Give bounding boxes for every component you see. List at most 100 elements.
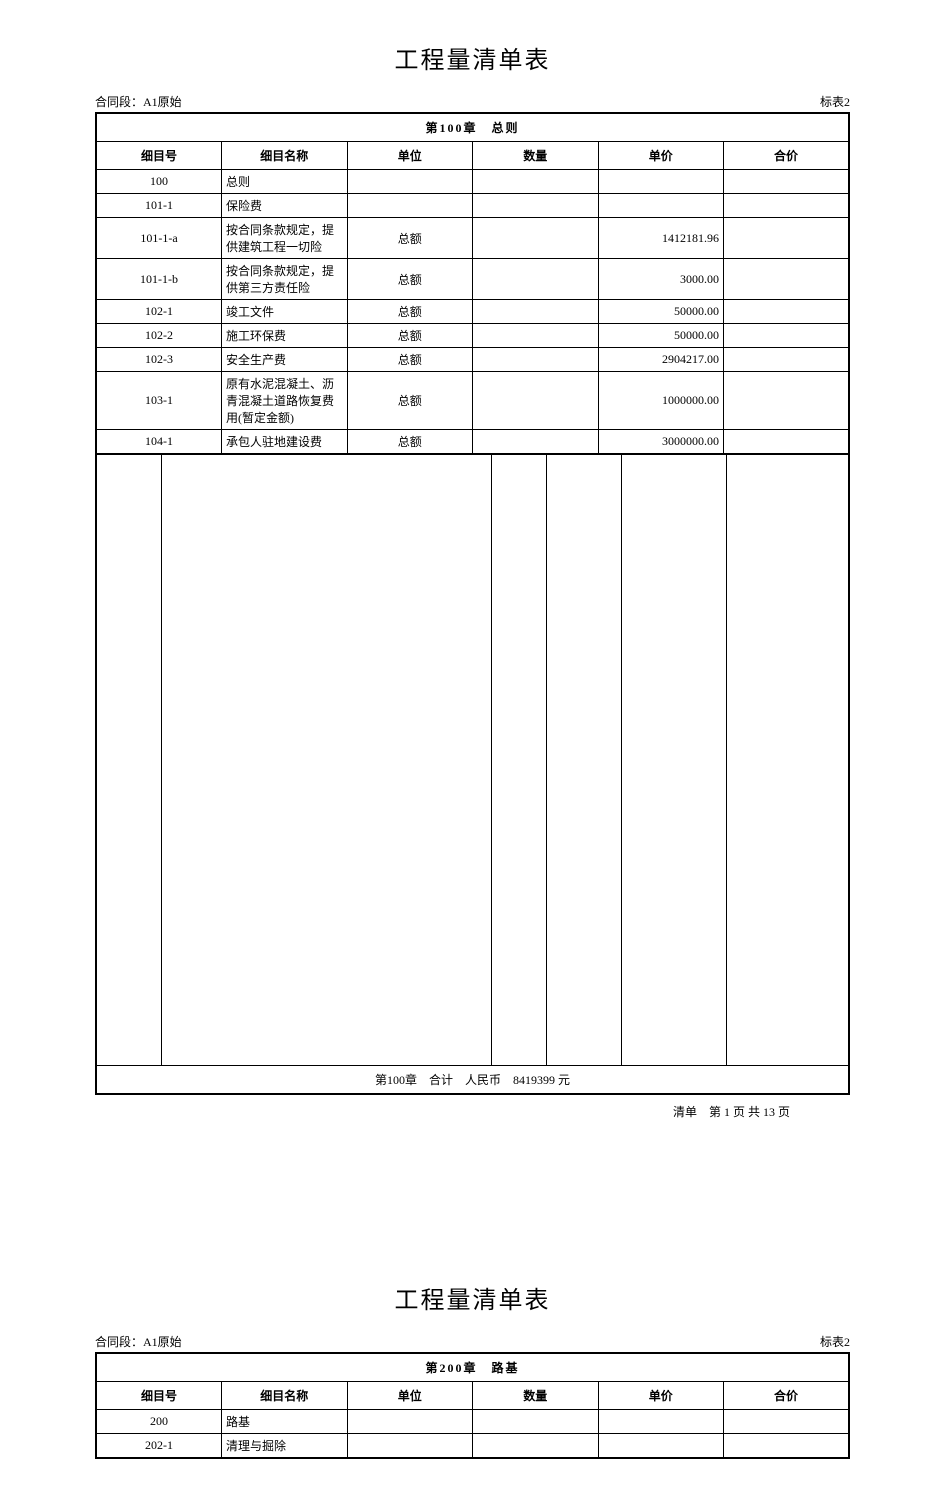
table-row: 101-1-b按合同条款规定，提供第三方责任险总额3000.00 [96, 259, 849, 300]
document-title-2: 工程量清单表 [95, 1280, 850, 1315]
cell-price: 1000000.00 [598, 372, 724, 430]
table-body-2: 200路基202-1清理与掘除 [96, 1410, 849, 1459]
table-label: 标表2 [820, 93, 850, 110]
cell-id: 200 [96, 1410, 222, 1434]
cell-qty [473, 259, 599, 300]
cell-price: 50000.00 [598, 324, 724, 348]
chapter-summary: 第100章 合计 人民币 8419399 元 [97, 1065, 848, 1093]
cell-qty [473, 372, 599, 430]
cell-price [598, 1410, 724, 1434]
cell-name: 路基 [222, 1410, 348, 1434]
cell-total [724, 194, 850, 218]
table-row: 100总则 [96, 170, 849, 194]
col-header-qty: 数量 [473, 142, 599, 170]
cell-unit [347, 194, 473, 218]
cell-unit: 总额 [347, 324, 473, 348]
cell-name: 保险费 [222, 194, 348, 218]
cell-name: 原有水泥混凝土、沥青混凝土道路恢复费用(暂定金额) [222, 372, 348, 430]
filler-col [97, 455, 162, 1093]
table-row: 103-1原有水泥混凝土、沥青混凝土道路恢复费用(暂定金额)总额 1000000.… [96, 372, 849, 430]
cell-total [724, 348, 850, 372]
page-1: 工程量清单表 合同段：A1原始 标表2 第100章 总则 细目号 细目名称 单位… [0, 0, 945, 1150]
table-row: 202-1清理与掘除 [96, 1434, 849, 1459]
filler-col [162, 455, 492, 1093]
cell-price [598, 170, 724, 194]
page-gap [0, 1150, 945, 1240]
table-label-2: 标表2 [820, 1333, 850, 1350]
cell-total [724, 259, 850, 300]
section-title-2: 第200章 路基 [96, 1353, 849, 1382]
cell-unit: 总额 [347, 218, 473, 259]
col-header-unit: 单位 [347, 1382, 473, 1410]
cell-name: 安全生产费 [222, 348, 348, 372]
col-header-unit: 单位 [347, 142, 473, 170]
cell-total [724, 1410, 850, 1434]
filler-col [492, 455, 547, 1093]
cell-qty [473, 300, 599, 324]
table-row: 102-1竣工文件总额 50000.00 [96, 300, 849, 324]
page-footer-1: 清单 第 1 页 共 13 页 [95, 1103, 850, 1120]
cell-total [724, 372, 850, 430]
col-header-name: 细目名称 [222, 142, 348, 170]
cell-qty [473, 1434, 599, 1459]
cell-unit: 总额 [347, 348, 473, 372]
cell-price: 3000000.00 [598, 430, 724, 455]
cell-name: 竣工文件 [222, 300, 348, 324]
document-title: 工程量清单表 [95, 40, 850, 75]
cell-total [724, 1434, 850, 1459]
table-row: 200路基 [96, 1410, 849, 1434]
cell-id: 101-1-b [96, 259, 222, 300]
cell-name: 按合同条款规定，提供建筑工程一切险 [222, 218, 348, 259]
col-header-id: 细目号 [96, 1382, 222, 1410]
cell-name: 清理与掘除 [222, 1434, 348, 1459]
cell-id: 104-1 [96, 430, 222, 455]
cell-id: 101-1 [96, 194, 222, 218]
header-row-2: 合同段：A1原始 标表2 [95, 1333, 850, 1350]
contract-label: 合同段：A1原始 [95, 93, 182, 110]
table-header-row-2: 细目号 细目名称 单位 数量 单价 合价 [96, 1382, 849, 1410]
cell-total [724, 430, 850, 455]
cell-unit: 总额 [347, 300, 473, 324]
cell-total [724, 170, 850, 194]
cell-id: 103-1 [96, 372, 222, 430]
table-row: 101-1-a按合同条款规定，提供建筑工程一切险总额1412181.96 [96, 218, 849, 259]
cell-total [724, 324, 850, 348]
boq-table-2: 第200章 路基 细目号 细目名称 单位 数量 单价 合价 200路基202-1… [95, 1352, 850, 1459]
cell-unit: 总额 [347, 430, 473, 455]
cell-price: 50000.00 [598, 300, 724, 324]
col-header-price: 单价 [598, 142, 724, 170]
cell-price [598, 194, 724, 218]
cell-total [724, 300, 850, 324]
filler-col [622, 455, 727, 1093]
table-row: 102-3安全生产费总额 2904217.00 [96, 348, 849, 372]
cell-id: 100 [96, 170, 222, 194]
filler-area: 第100章 合计 人民币 8419399 元 [95, 455, 850, 1095]
table-body-1: 100总则101-1保险费101-1-a按合同条款规定，提供建筑工程一切险总额1… [96, 170, 849, 455]
cell-qty [473, 324, 599, 348]
cell-unit: 总额 [347, 259, 473, 300]
cell-id: 102-1 [96, 300, 222, 324]
cell-qty [473, 170, 599, 194]
col-header-price: 单价 [598, 1382, 724, 1410]
cell-unit [347, 170, 473, 194]
cell-price: 3000.00 [598, 259, 724, 300]
cell-id: 101-1-a [96, 218, 222, 259]
cell-unit: 总额 [347, 372, 473, 430]
table-row: 101-1保险费 [96, 194, 849, 218]
cell-total [724, 218, 850, 259]
cell-id: 102-3 [96, 348, 222, 372]
filler-col [727, 455, 848, 1093]
boq-table-1: 第100章 总则 细目号 细目名称 单位 数量 单价 合价 100总则101-1… [95, 112, 850, 455]
cell-price: 2904217.00 [598, 348, 724, 372]
col-header-total: 合价 [724, 142, 850, 170]
header-row: 合同段：A1原始 标表2 [95, 93, 850, 110]
page-2: 工程量清单表 合同段：A1原始 标表2 第200章 路基 细目号 细目名称 单位… [0, 1240, 945, 1489]
cell-qty [473, 1410, 599, 1434]
filler-col [547, 455, 622, 1093]
col-header-qty: 数量 [473, 1382, 599, 1410]
cell-qty [473, 218, 599, 259]
cell-name: 总则 [222, 170, 348, 194]
section-title-1: 第100章 总则 [96, 113, 849, 142]
cell-qty [473, 348, 599, 372]
col-header-total: 合价 [724, 1382, 850, 1410]
